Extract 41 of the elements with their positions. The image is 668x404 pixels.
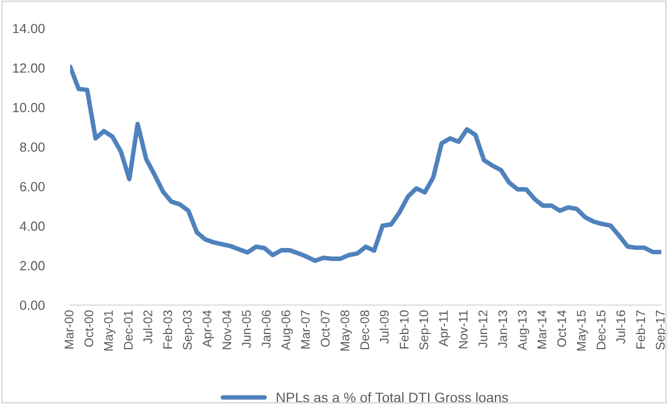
x-tick-label: Sep-03 [182, 310, 194, 350]
x-tick-label: Dec-15 [596, 310, 606, 350]
x-tick-label: Nov-11 [458, 310, 468, 348]
x-tick-label: Mar-14 [538, 310, 546, 348]
y-tick-label: 6.00 [20, 182, 45, 192]
line-series [70, 64, 662, 263]
x-tick-label: Jan-13 [498, 310, 508, 348]
y-tick-label: 10.00 [13, 102, 45, 112]
y-tick-label: 4.00 [20, 222, 45, 231]
y-tick-label: 8.00 [20, 142, 45, 152]
x-tick-label: Jul-16 [616, 310, 626, 344]
x-tick-label: Feb-10 [399, 310, 409, 348]
x-tick-label: Oct-00 [84, 310, 94, 347]
x-tick-label: Apr-04 [202, 310, 214, 348]
x-tick-label: Oct-14 [557, 310, 566, 347]
x-tick-label: Feb-03 [162, 310, 172, 348]
x-tick-label: Jun-05 [242, 310, 251, 348]
x-tick-label: Sep-10 [419, 310, 431, 350]
x-tick-label: Jul-02 [143, 310, 152, 344]
x-tick-label: Sep-17 [656, 310, 668, 350]
x-tick-label: Jun-12 [478, 310, 488, 348]
x-tick-label: Aug-06 [281, 310, 293, 350]
x-tick-label: Dec-08 [360, 310, 370, 350]
x-tick-label: May-08 [340, 310, 352, 351]
x-tick-label: Jan-06 [262, 310, 271, 348]
y-tick-label: 14.00 [13, 24, 45, 34]
x-tick-label: Nov-04 [222, 310, 232, 350]
x-tick-label: May-01 [104, 310, 116, 351]
y-tick-label: 0.00 [20, 300, 45, 310]
x-tick-label: Jul-09 [380, 310, 389, 344]
x-tick-label: Dec-01 [124, 310, 133, 350]
x-tick-label: Apr-11 [439, 310, 450, 346]
x-tick-label: Mar-00 [64, 310, 74, 348]
y-tick-label: 12.00 [13, 63, 45, 73]
x-tick-label: Aug-13 [518, 310, 530, 350]
legend-label: NPLs as a % of Total DTI Gross loans [276, 392, 508, 402]
x-tick-label: May-15 [576, 310, 588, 351]
x-tick-label: Feb-17 [636, 310, 646, 348]
x-tick-label: Oct-07 [320, 310, 330, 347]
x-tick-label: Mar-07 [301, 310, 310, 348]
y-tick-label: 2.00 [20, 261, 45, 270]
